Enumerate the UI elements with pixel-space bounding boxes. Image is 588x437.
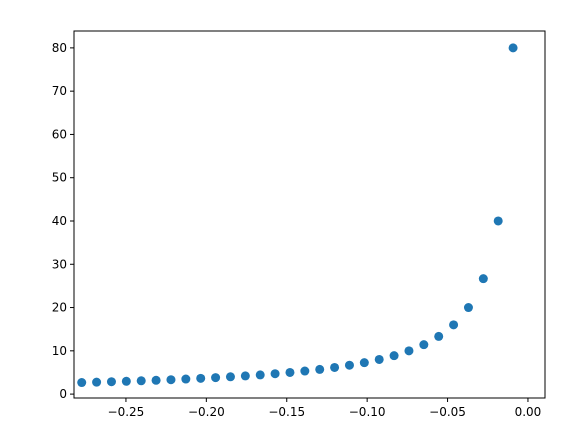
point <box>106 377 116 387</box>
point <box>300 366 310 376</box>
x-tick-label: 0.00 <box>515 405 542 419</box>
x-tick-label: −0.20 <box>188 405 225 419</box>
x-tick-label: −0.05 <box>429 405 466 419</box>
point <box>330 362 340 372</box>
point <box>151 375 161 385</box>
point <box>196 373 206 383</box>
point <box>166 375 176 385</box>
point <box>478 274 488 284</box>
y-tick-label: 80 <box>52 41 67 55</box>
x-tick-label: −0.15 <box>268 405 305 419</box>
y-tick-label: 60 <box>52 127 67 141</box>
point <box>225 372 235 382</box>
point <box>315 364 325 374</box>
point <box>463 303 473 313</box>
point <box>77 378 87 388</box>
point <box>434 331 444 341</box>
point <box>404 346 414 356</box>
point <box>270 369 280 379</box>
x-tick-label: −0.25 <box>108 405 145 419</box>
point <box>389 351 399 361</box>
y-tick-label: 30 <box>52 257 67 271</box>
point <box>211 373 221 383</box>
point <box>136 376 146 386</box>
point <box>493 216 503 226</box>
point <box>240 371 250 381</box>
point <box>374 354 384 364</box>
x-tick-label: −0.10 <box>349 405 386 419</box>
point <box>419 340 429 350</box>
point <box>181 374 191 384</box>
y-tick-label: 70 <box>52 84 67 98</box>
point <box>359 358 369 368</box>
point <box>449 320 459 330</box>
y-tick-label: 10 <box>52 344 67 358</box>
y-tick-label: 50 <box>52 171 67 185</box>
y-tick-label: 40 <box>52 214 67 228</box>
point <box>255 370 265 380</box>
point <box>121 376 131 386</box>
y-tick-label: 0 <box>59 387 67 401</box>
point <box>92 377 102 387</box>
point <box>285 367 295 377</box>
point <box>508 43 518 53</box>
y-tick-label: 20 <box>52 301 67 315</box>
point <box>344 360 354 370</box>
plot-frame <box>73 30 546 399</box>
